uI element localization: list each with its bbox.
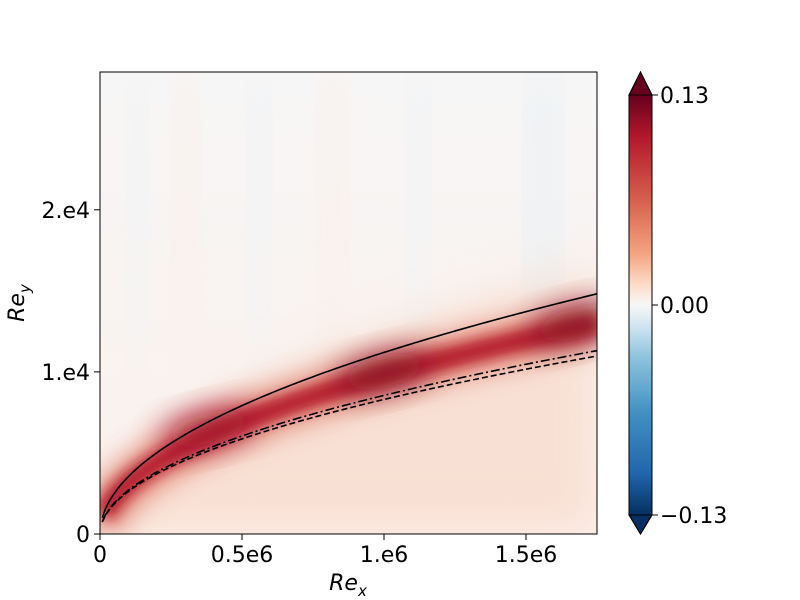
curve-solid [101,293,597,519]
curves-layer [101,293,597,523]
heatmap-field [100,265,597,534]
plot-frame [99,71,598,535]
x-tick-label-0: 0 [93,543,107,568]
y-tick-label-2: 2.e4 [41,199,90,224]
field-peak-2 [530,303,597,343]
y-tick-label-0: 0 [76,523,90,548]
y-axis-ticks: 0 1.e4 2.e4 [41,199,100,548]
bg-stripe-3 [320,72,346,350]
x-tick-label-1: 0.5e6 [211,543,274,568]
plot-area [100,72,597,534]
colorbar-extend-bottom [628,514,653,535]
colorbar-extend-top [628,70,653,96]
field-peak-1 [337,352,431,392]
colorbar-gradient [629,95,652,515]
x-tick-label-3: 1.5e6 [495,543,558,568]
colorbar: 0.13 0.00 −0.13 [628,70,727,535]
x-tick-label-2: 1.e6 [360,543,409,568]
colorbar-tick-label-0: 0.13 [660,84,709,109]
field-peak-0 [161,409,255,449]
bg-stripe-0 [128,72,146,350]
y-axis-label: Rey [5,283,34,322]
bg-stripe-4 [408,72,429,350]
colorbar-ticks: 0.13 0.00 −0.13 [652,84,727,529]
bg-stripe-1 [173,72,197,350]
x-axis-ticks: 0 0.5e6 1.e6 1.5e6 [93,534,557,568]
colorbar-tick-label-1: 0.00 [660,294,709,319]
curve-dashdot [101,349,597,522]
y-tick-label-1: 1.e4 [41,361,90,386]
colorbar-tick-label-2: −0.13 [660,504,727,529]
x-axis-label: Rex [329,571,367,600]
bg-stripe-2 [249,72,269,350]
